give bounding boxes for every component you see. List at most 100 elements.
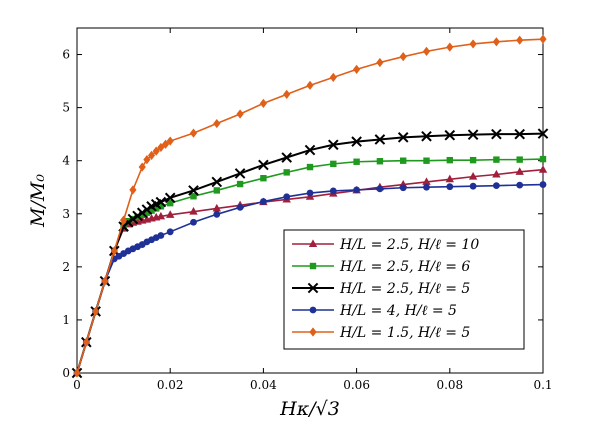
data-point xyxy=(139,211,146,219)
data-point xyxy=(399,52,407,62)
data-point xyxy=(376,158,384,165)
legend-marker xyxy=(307,282,319,294)
data-point xyxy=(166,136,174,146)
legend-marker xyxy=(309,262,317,270)
legend-marker xyxy=(309,306,317,314)
legend-marker xyxy=(309,327,317,337)
data-point xyxy=(397,132,409,143)
data-point xyxy=(329,72,337,82)
data-point xyxy=(351,136,362,147)
data-point xyxy=(515,167,524,175)
data-point xyxy=(92,306,100,317)
data-point xyxy=(155,196,167,208)
data-point xyxy=(260,175,267,182)
data-point xyxy=(445,174,454,183)
data-point xyxy=(329,187,337,195)
y-tick-label: 1 xyxy=(62,313,70,327)
data-point xyxy=(136,207,148,219)
data-point xyxy=(153,205,160,212)
legend-box xyxy=(283,229,525,350)
legend-label: H/L = 1.5, H/ℓ = 5 xyxy=(339,325,470,341)
data-point xyxy=(283,193,291,201)
data-point xyxy=(468,172,478,180)
data-point xyxy=(213,210,221,218)
data-point xyxy=(188,185,199,196)
series-3 xyxy=(71,128,549,379)
legend-marker xyxy=(308,239,318,247)
data-point xyxy=(306,163,314,171)
data-point xyxy=(73,368,81,378)
data-point xyxy=(353,158,360,165)
legend-label: H/L = 2.5, H/ℓ = 10 xyxy=(339,237,479,253)
data-point xyxy=(374,134,386,145)
legend-entry: H/L = 4, H/ℓ = 5 xyxy=(292,303,457,319)
data-point xyxy=(537,128,549,139)
ticks-layer: 0 0.02 0.04 0.06 0.08 0.1 0 1 2 3 4 5 6 xyxy=(62,28,553,392)
data-point xyxy=(234,168,246,179)
y-tick-label: 4 xyxy=(62,154,70,168)
data-point xyxy=(539,34,547,44)
data-point xyxy=(138,162,146,172)
x-tick-label: 0.08 xyxy=(436,378,463,392)
data-point xyxy=(281,152,293,163)
x-tick-label: 0.06 xyxy=(343,378,370,392)
data-point xyxy=(467,129,479,140)
data-point xyxy=(101,276,109,286)
data-point xyxy=(304,144,316,156)
data-point xyxy=(516,156,523,163)
data-point xyxy=(493,182,500,190)
data-point xyxy=(164,192,176,204)
data-point xyxy=(166,210,175,218)
data-point xyxy=(189,128,198,138)
data-point xyxy=(132,210,143,222)
legend-label: H/L = 2.5, H/ℓ = 6 xyxy=(339,259,470,275)
data-point xyxy=(491,128,502,140)
data-point xyxy=(516,181,524,189)
data-point xyxy=(212,203,221,212)
y-tick-label: 6 xyxy=(62,48,70,62)
y-tick-label: 5 xyxy=(62,101,70,115)
y-axis-label: M/M₀ xyxy=(27,174,49,228)
data-point xyxy=(190,193,197,200)
data-point xyxy=(353,64,361,74)
data-point xyxy=(538,165,548,173)
data-point xyxy=(147,150,156,160)
data-point xyxy=(129,185,137,195)
data-point xyxy=(143,209,151,216)
data-point xyxy=(330,160,337,168)
series-5 xyxy=(73,34,547,378)
data-point xyxy=(514,128,526,140)
x-tick-label: 0.1 xyxy=(533,378,552,392)
x-tick-label: 0 xyxy=(73,378,81,392)
data-point xyxy=(306,80,314,90)
data-point xyxy=(141,204,153,215)
data-point xyxy=(469,39,477,49)
plot-frame xyxy=(76,27,544,374)
data-point xyxy=(152,146,160,156)
legend-entry: H/L = 1.5, H/ℓ = 5 xyxy=(292,325,470,341)
data-point xyxy=(167,199,174,207)
data-point xyxy=(539,181,547,188)
data-point xyxy=(469,156,477,164)
data-point xyxy=(422,177,431,185)
data-point xyxy=(157,232,165,239)
data-point xyxy=(493,156,500,163)
data-point xyxy=(260,198,267,205)
data-point xyxy=(156,211,166,220)
legend-label: H/L = 2.5, H/ℓ = 5 xyxy=(339,281,470,297)
x-axis-label: Hκ/√3 xyxy=(279,398,340,420)
data-point xyxy=(120,215,128,225)
data-point xyxy=(211,176,223,188)
data-point xyxy=(444,129,456,141)
data-point xyxy=(258,159,269,171)
data-point xyxy=(399,184,407,192)
data-point xyxy=(400,157,407,164)
data-point xyxy=(190,218,197,226)
data-point xyxy=(539,155,547,163)
y-tick-label: 2 xyxy=(62,260,70,274)
x-tick-label: 0.04 xyxy=(250,378,277,392)
data-point xyxy=(422,46,431,56)
data-point xyxy=(353,186,360,194)
